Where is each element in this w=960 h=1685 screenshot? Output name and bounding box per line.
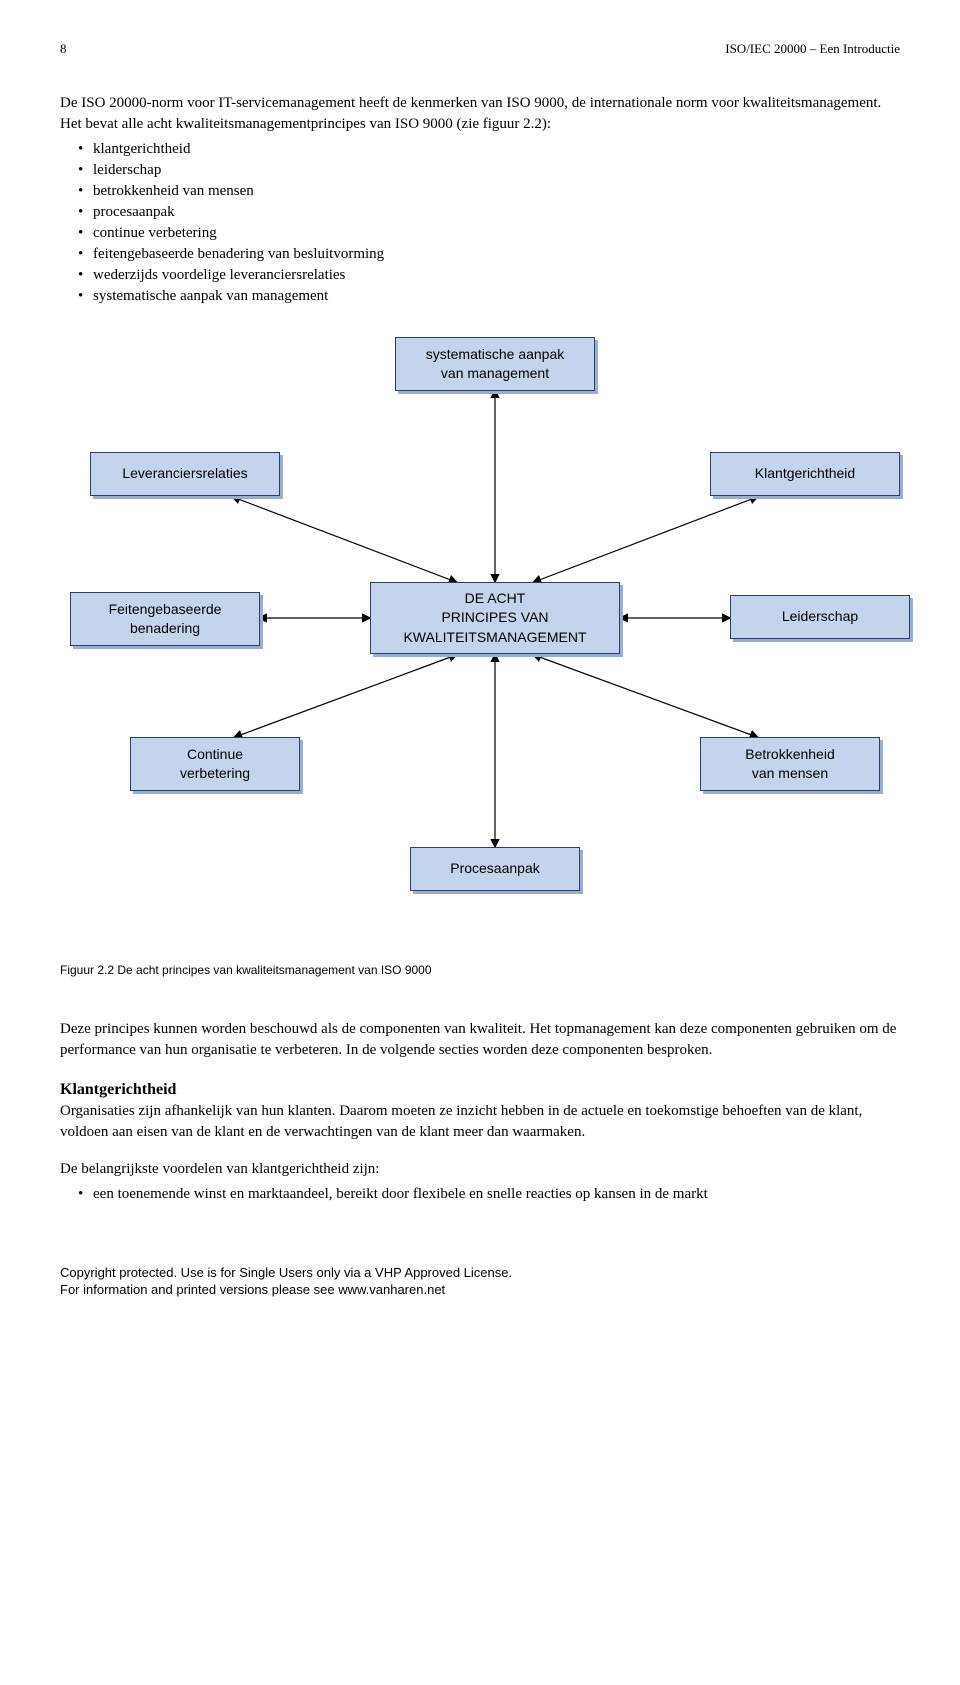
footer-line: Copyright protected. Use is for Single U… xyxy=(60,1265,900,1282)
diagram-node-lower_right: Betrokkenheid van mensen xyxy=(700,737,880,791)
list-item: klantgerichtheid xyxy=(60,139,900,160)
list-item: procesaanpak xyxy=(60,202,900,223)
body-paragraph: Deze principes kunnen worden beschouwd a… xyxy=(60,1019,900,1061)
running-title: ISO/IEC 20000 – Een Introductie xyxy=(725,40,900,58)
section-heading: Klantgerichtheid xyxy=(60,1079,900,1101)
list-item: continue verbetering xyxy=(60,223,900,244)
body-paragraph: De belangrijkste voordelen van klantgeri… xyxy=(60,1159,900,1180)
diagram-node-top: systematische aanpak van management xyxy=(395,337,595,391)
diagram-node-upper_right: Klantgerichtheid xyxy=(710,452,900,496)
principles-diagram: systematische aanpak van management Lever… xyxy=(60,337,940,957)
figure-caption: Figuur 2.2 De acht principes van kwalite… xyxy=(60,962,900,979)
footer-line: For information and printed versions ple… xyxy=(60,1282,900,1299)
page-header: 8 ISO/IEC 20000 – Een Introductie xyxy=(60,40,900,58)
list-item: wederzijds voordelige leveranciersrelati… xyxy=(60,265,900,286)
diagram-node-upper_left: Leveranciersrelaties xyxy=(90,452,280,496)
diagram-node-mid_left: Feitengebaseerde benadering xyxy=(70,592,260,646)
list-item: een toenemende winst en marktaandeel, be… xyxy=(60,1184,900,1205)
intro-paragraph: De ISO 20000-norm voor IT-servicemanagem… xyxy=(60,93,900,135)
diagram-node-center: DE ACHT PRINCIPES VAN KWALITEITSMANAGEME… xyxy=(370,582,620,654)
list-item: systematische aanpak van management xyxy=(60,286,900,307)
diagram-node-mid_right: Leiderschap xyxy=(730,595,910,639)
diagram-node-bottom: Procesaanpak xyxy=(410,847,580,891)
body-paragraph: Organisaties zijn afhankelijk van hun kl… xyxy=(60,1101,900,1143)
list-item: leiderschap xyxy=(60,160,900,181)
list-item: betrokkenheid van mensen xyxy=(60,181,900,202)
list-item: feitengebaseerde benadering van besluitv… xyxy=(60,244,900,265)
principles-list: klantgerichtheid leiderschap betrokkenhe… xyxy=(60,139,900,307)
advantages-list: een toenemende winst en marktaandeel, be… xyxy=(60,1184,900,1205)
page-number: 8 xyxy=(60,40,67,58)
page-footer: Copyright protected. Use is for Single U… xyxy=(60,1265,900,1299)
diagram-node-lower_left: Continue verbetering xyxy=(130,737,300,791)
